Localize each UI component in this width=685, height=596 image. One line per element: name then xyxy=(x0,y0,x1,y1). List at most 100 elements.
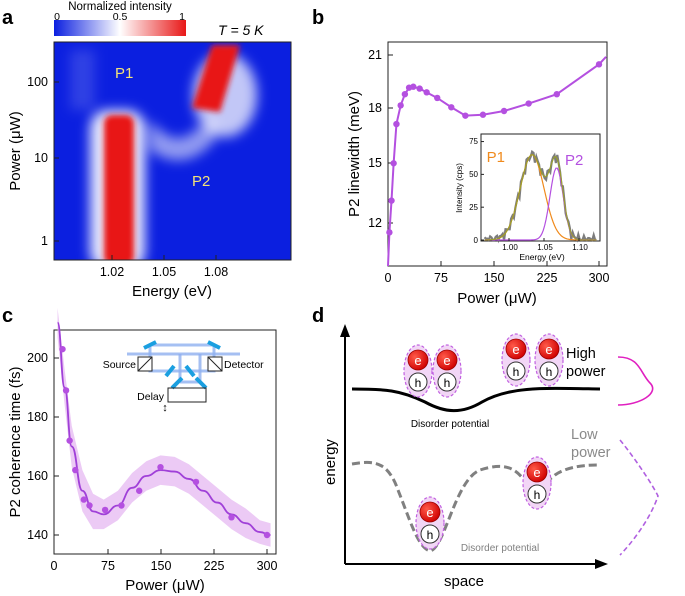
exciton: eh xyxy=(403,344,433,398)
hole xyxy=(506,361,526,381)
hole xyxy=(437,372,457,392)
b-data-point xyxy=(434,94,441,102)
mirror-5 xyxy=(170,376,184,390)
exciton: eh xyxy=(534,333,564,387)
mirror-2 xyxy=(207,340,221,350)
b-data-point xyxy=(390,160,397,167)
hole xyxy=(408,372,428,392)
hole-label: h xyxy=(415,376,422,390)
c-data-point xyxy=(66,437,73,444)
axis-a-ticks xyxy=(54,81,217,260)
b-ytick-12: 12 xyxy=(368,216,382,230)
mirror-1 xyxy=(143,340,157,350)
c-data-point xyxy=(192,478,200,486)
a-xtick-3: 1.08 xyxy=(204,265,228,279)
b-inset: P1 P2 0 25 50 75 1.00 1.05 1.10 Energy (… xyxy=(455,133,601,262)
exciton: eh xyxy=(432,344,462,398)
c-ylabel: P2 coherence time (fs) xyxy=(7,367,24,518)
inset-xlabel: Energy (eV) xyxy=(519,252,565,262)
b-data-point xyxy=(393,120,400,128)
label-detector: Detector xyxy=(224,359,264,371)
c-coherence-series xyxy=(56,307,271,547)
panel-letter-b: b xyxy=(312,7,324,29)
a-xtick-2: 1.05 xyxy=(152,265,176,279)
inset-label-p2: P2 xyxy=(565,152,583,169)
disorder-label-high: Disorder potential xyxy=(411,419,489,430)
c-data-point xyxy=(59,345,66,353)
c-ytick-200: 200 xyxy=(27,351,48,365)
interferometer-inset: Source Detector Delay ↕ xyxy=(103,340,264,414)
c-data-point xyxy=(118,502,125,509)
panel-letter-a: a xyxy=(2,7,14,29)
b-xtick-3: 225 xyxy=(537,271,558,285)
panel-letter-d: d xyxy=(312,305,324,327)
b-data-point xyxy=(462,112,469,119)
panel-a: a Normalized intensity 0 0.5 1 T = 5 K P… xyxy=(2,1,292,300)
hole-label: h xyxy=(513,365,520,379)
a-ytick-1: 1 xyxy=(41,234,48,248)
b-xtick-2: 150 xyxy=(484,271,505,285)
d-ylabel: energy xyxy=(322,439,339,485)
c-confidence-band xyxy=(57,307,271,547)
high-power-label: High power xyxy=(566,346,606,380)
inset-ytick-0: 0 xyxy=(474,236,479,245)
b-data-point xyxy=(416,85,423,92)
a-ytick-2: 10 xyxy=(34,151,48,165)
c-xtick-4: 300 xyxy=(257,559,278,573)
c-data-point xyxy=(263,531,271,539)
inset-xtick-1: 1.00 xyxy=(502,243,518,252)
exciton: eh xyxy=(501,333,531,387)
panel-d: d energy space Disorder potential Disord… xyxy=(312,305,659,590)
inset-frame xyxy=(480,133,601,242)
b-data-point xyxy=(553,91,560,98)
electron-label: e xyxy=(533,465,540,480)
electron xyxy=(526,461,548,483)
beamsplitter-source xyxy=(137,356,153,372)
disorder-label-low: Disorder potential xyxy=(461,543,539,554)
b-data-point xyxy=(448,104,455,111)
electron-label: e xyxy=(512,342,519,357)
electron-label: e xyxy=(443,353,450,368)
inset-ylabel: Intensity (cps) xyxy=(455,163,464,213)
electron xyxy=(505,338,527,360)
beam-path xyxy=(148,343,216,373)
a-ylabel: Power (μW) xyxy=(7,111,24,190)
energy-axis-arrow-icon xyxy=(340,324,350,337)
c-data-point xyxy=(86,502,93,509)
b-linewidth-line xyxy=(387,56,607,267)
b-xlabel: Power (μW) xyxy=(457,290,536,307)
space-axis-arrow-icon xyxy=(595,559,608,569)
inset-ytick-50: 50 xyxy=(469,170,478,179)
b-ytick-21: 21 xyxy=(368,48,382,62)
exciton: eh xyxy=(415,496,445,550)
inset-ytick-75: 75 xyxy=(469,137,478,146)
hole xyxy=(527,484,547,504)
c-frame xyxy=(53,329,277,555)
beamsplitter-detector xyxy=(207,356,223,372)
b-xtick-0: 0 xyxy=(385,271,392,285)
b-data-point xyxy=(423,89,430,96)
c-ytick-140: 140 xyxy=(27,528,48,542)
b-data-point xyxy=(386,229,393,236)
electron xyxy=(436,349,458,371)
inset-fit-sum xyxy=(484,154,597,241)
label-source: Source xyxy=(103,359,136,371)
hole-label: h xyxy=(534,488,541,502)
low-power-potential xyxy=(351,460,599,553)
inset-ytick-25: 25 xyxy=(469,203,478,212)
a-xlabel: Energy (eV) xyxy=(132,283,212,300)
panel-b: b 0 75 150 225 300 12 15 18 21 Power (μW… xyxy=(312,7,609,307)
b-ytick-18: 18 xyxy=(368,101,382,115)
panel-letter-c: c xyxy=(2,305,13,327)
peak-label-p1: P1 xyxy=(115,65,133,82)
c-ytick-160: 160 xyxy=(27,469,48,483)
b-data-point xyxy=(479,111,487,118)
label-delay: Delay xyxy=(137,391,165,403)
b-data-point xyxy=(388,197,395,204)
c-data-point xyxy=(157,463,164,471)
hole-label: h xyxy=(546,365,553,379)
a-ytick-3: 100 xyxy=(27,75,48,89)
b-ylabel: P2 linewidth (meV) xyxy=(346,91,363,217)
electron xyxy=(538,338,560,360)
